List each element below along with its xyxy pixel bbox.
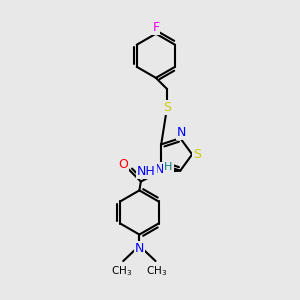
Text: S: S: [163, 101, 171, 114]
Text: CH$_3$: CH$_3$: [111, 265, 132, 278]
Text: N: N: [177, 126, 187, 140]
Text: NH: NH: [137, 165, 156, 178]
Text: S: S: [194, 148, 201, 161]
Text: O: O: [118, 158, 128, 171]
Text: F: F: [152, 21, 160, 34]
Text: N: N: [155, 163, 164, 176]
Text: H: H: [164, 162, 173, 172]
Text: N: N: [135, 242, 144, 255]
Text: CH$_3$: CH$_3$: [146, 265, 168, 278]
